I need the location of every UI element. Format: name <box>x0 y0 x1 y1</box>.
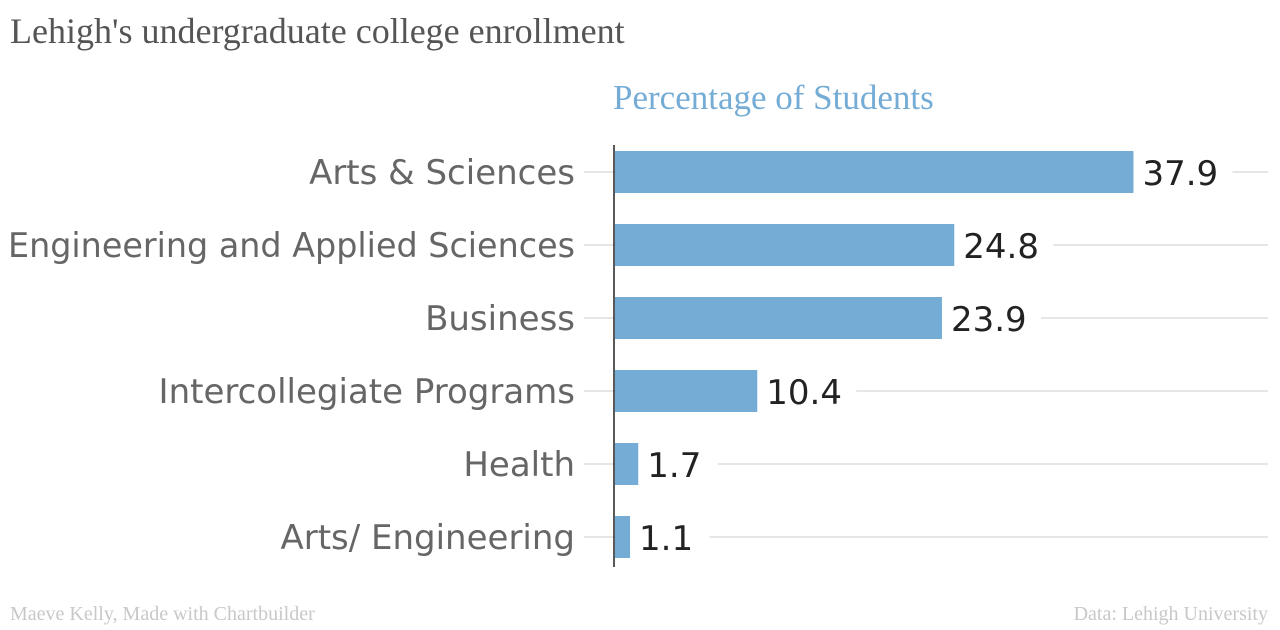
credit-left: Maeve Kelly, Made with Chartbuilder <box>10 603 315 625</box>
bar-business <box>615 297 942 339</box>
value-label-engineering-and-applied-sciences: 24.8 <box>963 227 1039 267</box>
bar-arts-sciences <box>615 151 1134 193</box>
value-label-arts-engineering: 1.1 <box>639 519 693 559</box>
value-label-business: 23.9 <box>951 300 1027 340</box>
chart-title: Lehigh's undergraduate college enrollmen… <box>10 11 625 51</box>
bars <box>615 151 1134 558</box>
credit-right: Data: Lehigh University <box>1073 603 1268 625</box>
value-label-health: 1.7 <box>647 446 701 486</box>
category-label-intercollegiate-programs: Intercollegiate Programs <box>159 372 575 412</box>
bar-engineering-and-applied-sciences <box>615 224 955 266</box>
category-label-arts-sciences: Arts & Sciences <box>309 153 575 193</box>
category-label-arts-engineering: Arts/ Engineering <box>280 518 575 558</box>
value-label-arts-sciences: 37.9 <box>1142 154 1218 194</box>
value-label-intercollegiate-programs: 10.4 <box>766 373 842 413</box>
series-title: Percentage of Students <box>613 78 934 117</box>
category-labels: Arts & Sciences Engineering and Applied S… <box>8 153 575 558</box>
bar-intercollegiate-programs <box>615 370 758 412</box>
category-label-engineering-and-applied-sciences: Engineering and Applied Sciences <box>8 226 575 266</box>
value-labels: 37.9 24.8 23.9 10.4 1.7 1.1 <box>639 154 1218 559</box>
bar-health <box>615 443 639 485</box>
category-label-health: Health <box>463 445 575 485</box>
bar-arts-engineering <box>615 516 631 558</box>
gridlines <box>584 171 1268 538</box>
category-label-business: Business <box>425 299 575 339</box>
